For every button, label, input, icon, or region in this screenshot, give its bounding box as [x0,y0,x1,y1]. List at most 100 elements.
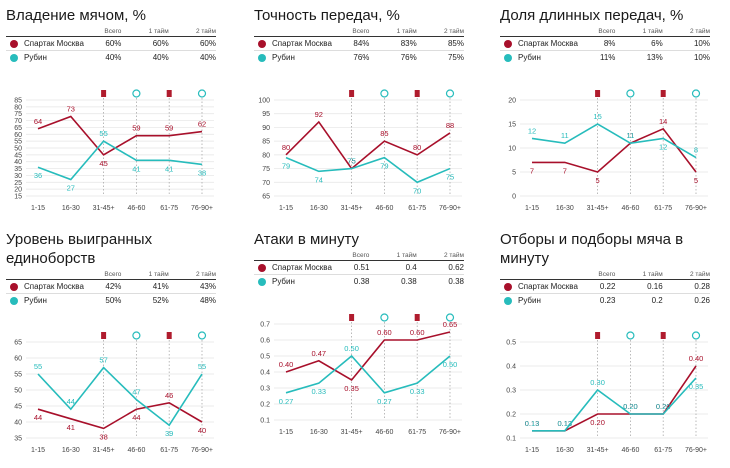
spartak-data-label: 44 [132,413,140,422]
y-tick-label: 90 [262,125,270,132]
spartak-data-label: 38 [99,432,107,441]
goal-ball-icon [132,331,141,340]
stats-row: Спартак Москва 0.51 0.4 0.62 [254,260,464,275]
x-tick-label: 61-75 [160,447,178,454]
stats-row: Рубин 40% 40% 40% [6,51,216,65]
spartak-data-label: 0.60 [377,328,392,337]
spartak-data-label: 7 [530,166,534,175]
y-tick-label: 0.3 [506,388,516,395]
rubin-data-label: 0.50 [344,344,359,353]
y-tick-label: 10 [508,146,516,153]
spartak-data-label: 85 [380,129,388,138]
header-total: Всего [104,271,122,278]
spartak-series-line [37,401,203,430]
value-total: 60% [83,36,122,51]
value-total: 84% [331,36,370,51]
y-tick-label: 70 [14,118,22,125]
y-tick-label: 50 [14,146,22,153]
rubin-data-label: 38 [198,168,206,177]
header-total: Всего [352,28,370,35]
team-name: Спартак Москва [24,282,84,291]
value-half2: 0.38 [448,277,464,286]
rubin-data-label: 0.30 [590,378,605,387]
header-blank [500,28,578,37]
rubin-data-label: 57 [99,356,107,365]
stats-table: Всего 1 тайм 2 тайм Спартак Москва 0.22 0.16 0… [500,271,710,307]
value-total: 0.51 [331,260,370,275]
y-tick-label: 75 [262,166,270,173]
value-total: 0.22 [577,279,616,294]
value-total: 0.23 [599,296,616,305]
spartak-data-label: 41 [67,423,75,432]
x-tick-label: 16-30 [310,205,328,212]
header-blank [500,271,578,280]
team-cell: Рубин [254,275,332,289]
x-tick-label: 76-90+ [439,429,461,436]
chart-title: Доля длинных передач, % [500,7,684,24]
rubin-data-label: 0.27 [279,397,294,406]
goal-ball-icon [197,89,207,98]
stats-table: Всего 1 тайм 2 тайм Спартак Москва 84% 83% 85%… [254,28,464,64]
rubin-data-label: 0.33 [311,387,326,396]
x-tick-label: 61-75 [654,205,672,212]
x-tick-label: 31-45+ [587,205,609,212]
y-tick-label: 0.6 [260,338,270,345]
spartak-legend-dot [10,39,18,48]
x-tick-label: 46-60 [127,205,145,212]
y-tick-label: 0.2 [506,412,516,419]
y-tick-label: 100 [258,98,270,105]
spartak-data-label: 44 [34,413,42,422]
team-cell: Спартак Москва [6,279,84,294]
stats-row: Рубин 11% 13% 10% [500,51,710,65]
spartak-data-label: 80 [282,143,290,152]
rubin-data-label: 70 [413,186,421,195]
panel-tackles-per-minute: Отборы и подборы мяча в минуту Всего 1 тай… [500,230,730,454]
spartak-data-label: 62 [198,120,206,129]
value-half2: 10% [662,36,710,51]
spartak-data-label: 0.20 [623,402,638,411]
value-half1: 13% [646,53,663,62]
rubin-series-line [285,156,451,184]
panel-possession: Владение мячом, % Всего 1 тайм 2 тайм Спарта… [6,6,238,212]
spartak-data-label: 59 [165,124,173,133]
rubin-data-label: 44 [67,397,75,406]
team-cell: Спартак Москва [254,260,332,275]
team-cell: Спартак Москва [254,36,332,51]
spartak-legend-dot [258,263,266,272]
x-tick-label: 1-15 [525,447,539,454]
spartak-legend-dot [10,282,18,291]
red-card-icon [660,90,666,97]
x-tick-label: 61-75 [408,429,426,436]
spartak-data-label: 0.13 [557,419,572,428]
y-tick-label: 50 [14,388,22,395]
stats-row: Рубин 50% 52% 48% [6,294,216,308]
stats-row: Спартак Москва 60% 60% 60% [6,36,216,51]
spartak-legend-dot [258,39,266,48]
rubin-legend-dot [504,53,512,62]
x-tick-label: 1-15 [31,447,45,454]
rubin-legend-dot [258,277,266,286]
x-tick-label: 76-90+ [439,205,461,212]
line-chart: 0.1 0.2 0.3 0.4 0.5 0.6 0.7 1-15 16-30 31-45+ 46-6… [260,313,462,436]
rubin-data-label: 55 [34,362,42,371]
x-tick-label: 16-30 [556,447,574,454]
rubin-legend-dot [504,296,512,305]
chart-title: Атаки в минуту [254,231,359,248]
value-total: 11% [600,53,616,62]
x-tick-label: 46-60 [375,429,393,436]
x-tick-label: 61-75 [408,205,426,212]
value-total: 0.38 [353,277,370,286]
x-tick-label: 1-15 [525,205,539,212]
red-card-icon [101,332,107,339]
team-name: Спартак Москва [518,39,578,48]
x-tick-label: 31-45+ [93,447,115,454]
rubin-data-label: 27 [67,184,75,193]
red-card-icon [101,90,107,97]
y-tick-label: 70 [262,180,270,187]
spartak-data-label: 0.40 [689,354,704,363]
rubin-legend-dot [10,53,18,62]
rubin-data-label: 0.50 [443,360,458,369]
rubin-data-label: 0.13 [557,419,572,428]
value-half1: 0.4 [369,260,417,275]
rubin-series-line [532,377,697,432]
